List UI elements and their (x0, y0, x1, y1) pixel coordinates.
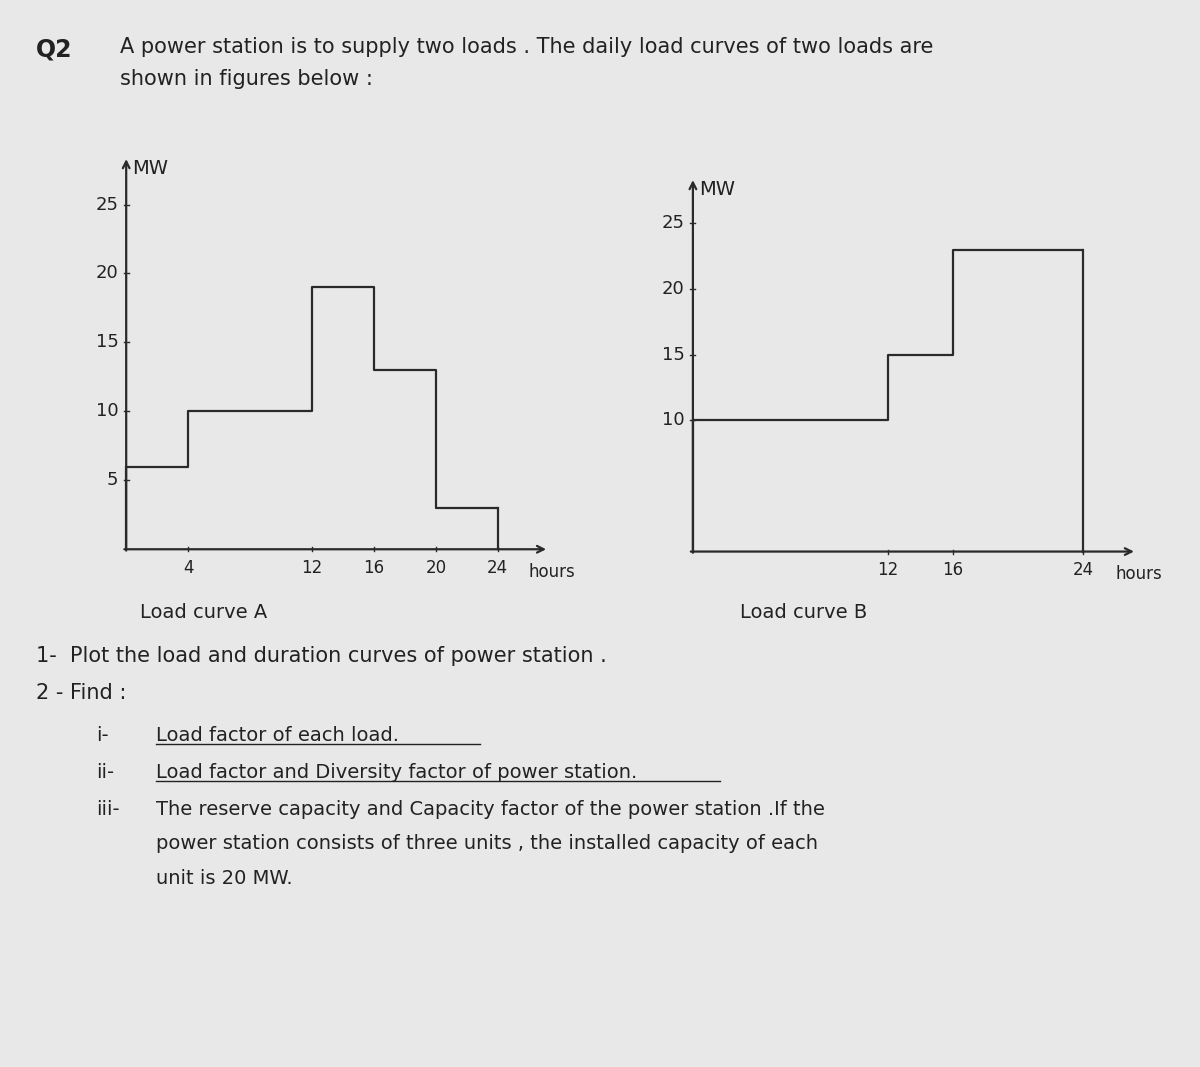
Text: Load factor of each load.: Load factor of each load. (156, 726, 398, 745)
Text: shown in figures below :: shown in figures below : (120, 69, 373, 90)
Text: hours: hours (1116, 564, 1163, 583)
Text: 25: 25 (661, 214, 685, 233)
Text: iii-: iii- (96, 800, 120, 819)
Text: 1-  Plot the load and duration curves of power station .: 1- Plot the load and duration curves of … (36, 646, 607, 666)
Text: 15: 15 (662, 346, 685, 364)
Text: i-: i- (96, 726, 109, 745)
Text: Load curve B: Load curve B (740, 603, 868, 622)
Text: Load curve A: Load curve A (140, 603, 268, 622)
Text: MW: MW (132, 159, 168, 178)
Text: 16: 16 (364, 559, 384, 577)
Text: A power station is to supply two loads . The daily load curves of two loads are: A power station is to supply two loads .… (120, 37, 934, 58)
Text: unit is 20 MW.: unit is 20 MW. (156, 869, 293, 888)
Text: 25: 25 (96, 195, 119, 213)
Text: 20: 20 (662, 280, 685, 298)
Text: 12: 12 (301, 559, 323, 577)
Text: 5: 5 (107, 472, 119, 490)
Text: 20: 20 (96, 265, 119, 283)
Text: 12: 12 (877, 561, 899, 578)
Text: 24: 24 (1073, 561, 1093, 578)
Text: 24: 24 (487, 559, 509, 577)
Text: power station consists of three units , the installed capacity of each: power station consists of three units , … (156, 834, 818, 854)
Text: 16: 16 (942, 561, 964, 578)
Text: ii-: ii- (96, 763, 114, 782)
Text: 4: 4 (182, 559, 193, 577)
Text: hours: hours (529, 563, 576, 582)
Text: 15: 15 (96, 333, 119, 351)
Text: MW: MW (700, 180, 736, 198)
Text: 10: 10 (662, 411, 685, 429)
Text: 2 - Find :: 2 - Find : (36, 683, 126, 703)
Text: Load factor and Diversity factor of power station.: Load factor and Diversity factor of powe… (156, 763, 637, 782)
Text: 20: 20 (425, 559, 446, 577)
Text: 10: 10 (96, 402, 119, 420)
Text: The reserve capacity and Capacity factor of the power station .If the: The reserve capacity and Capacity factor… (156, 800, 824, 819)
Text: Q2: Q2 (36, 37, 72, 61)
